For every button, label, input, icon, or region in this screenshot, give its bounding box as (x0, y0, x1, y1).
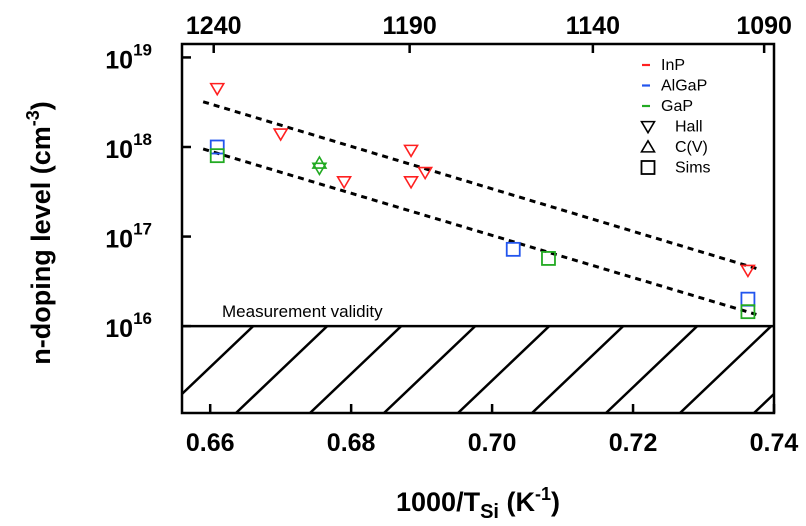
y-tick-base: 10 (105, 226, 133, 254)
invalid-region-hatch (162, 326, 806, 413)
x-axis-label-base: 1000/T (396, 487, 481, 517)
top-tick-label: 1240 (186, 12, 242, 40)
y-tick-label: 1016 (105, 309, 152, 343)
hatch-line (532, 326, 623, 413)
y-axis-label-close: ) (26, 101, 56, 110)
y-axis-label: n-doping level (cm-3) (23, 101, 56, 365)
measurement-validity-label: Measurement validity (222, 302, 383, 321)
y-axis-label-exp: -3 (23, 110, 43, 126)
legend-marker-sims (642, 161, 655, 174)
y-tick-label: 1017 (105, 220, 152, 254)
legend-label-cv: C(V) (675, 139, 708, 156)
y-tick-base: 10 (105, 46, 133, 74)
x-axis-label-close: ) (551, 487, 560, 517)
x-axis-label-unit: (K (499, 487, 535, 517)
data-point-algap-square (507, 243, 520, 256)
x-axis-label-unit-exp: -1 (535, 484, 551, 504)
data-point-algap-square (741, 293, 754, 306)
y-tick-exponent: 18 (133, 130, 152, 149)
data-point-inp-triangle-down (338, 177, 351, 188)
hatch-line (236, 326, 327, 413)
hatch-line (680, 326, 771, 413)
fit-lines (203, 102, 756, 315)
data-point-inp-triangle-down (274, 129, 287, 140)
data-point-inp-triangle-down (405, 177, 418, 188)
y-tick-exponent: 19 (133, 40, 152, 59)
fit-line (203, 102, 756, 269)
hatch-line (606, 326, 697, 413)
y-tick-exponent: 17 (133, 220, 152, 239)
legend-label-hall: Hall (675, 119, 703, 136)
hatch-line (162, 326, 253, 413)
hatch-line (754, 326, 806, 413)
hatch-line (458, 326, 549, 413)
hatch-line (310, 326, 401, 413)
y-tick-base: 10 (105, 315, 133, 343)
legend-label-inp: InP (661, 57, 685, 74)
top-tick-label: 1190 (383, 12, 437, 40)
data-point-gap-square (211, 149, 224, 162)
top-tick-label: 1090 (736, 12, 792, 40)
legend-marker-hall (642, 122, 655, 133)
data-point-algap-square (211, 140, 224, 153)
x-tick-label: 0.70 (468, 429, 517, 457)
data-point-inp-triangle-down (211, 84, 224, 95)
legend: InP AlGaP GaP Hall C(V) Sims (642, 57, 711, 177)
legend-label-gap: GaP (661, 98, 693, 115)
x-tick-label: 0.72 (609, 429, 658, 457)
y-tick-label: 1018 (105, 130, 152, 164)
data-point-inp-triangle-down (405, 145, 418, 156)
x-tick-label: 0.68 (327, 429, 376, 457)
fit-line (203, 149, 756, 314)
legend-label-algap: AlGaP (661, 78, 707, 95)
y-axis-label-base: n-doping level (cm (26, 126, 56, 365)
top-tick-label: 1140 (566, 12, 620, 40)
hatch-line (384, 326, 475, 413)
y-tick-base: 10 (105, 136, 133, 164)
x-tick-label: 0.74 (750, 429, 799, 457)
legend-marker-cv (642, 141, 655, 152)
y-tick-label: 1019 (105, 40, 152, 74)
x-axis-label: 1000/TSi (K-1) (396, 484, 560, 523)
x-axis-label-sub: Si (480, 501, 499, 523)
legend-label-sims: Sims (675, 160, 711, 177)
y-tick-exponent: 16 (133, 309, 152, 328)
data-points (211, 84, 755, 319)
x-tick-label: 0.66 (186, 429, 235, 457)
